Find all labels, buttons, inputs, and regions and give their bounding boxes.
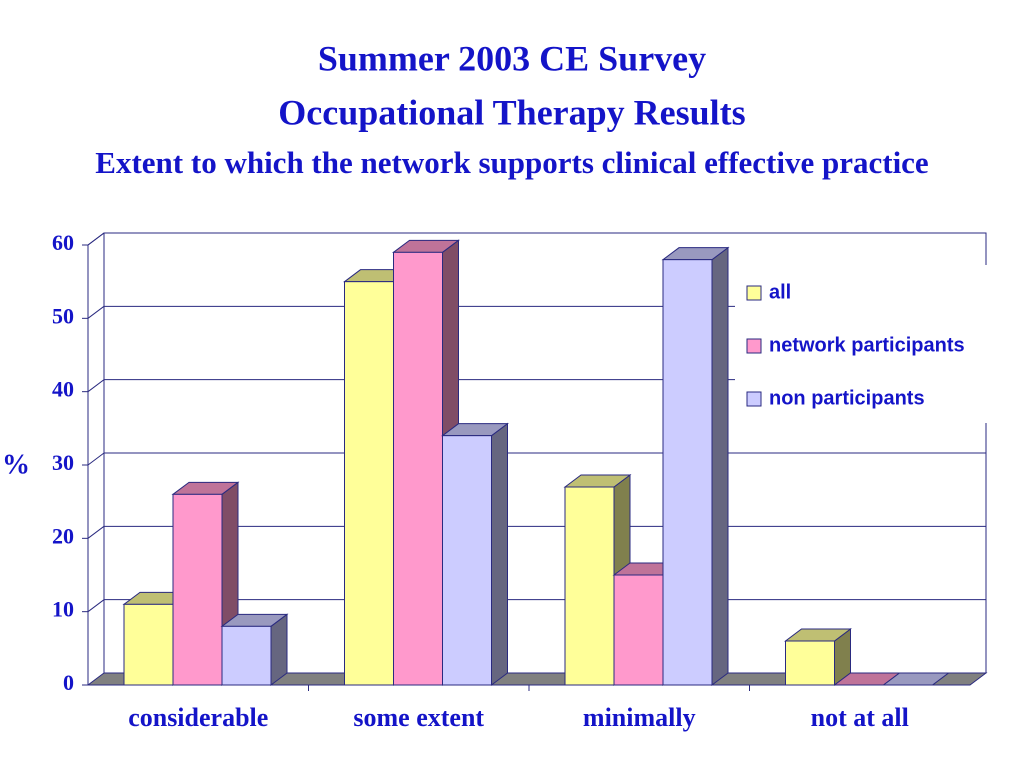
legend-label: network participants	[769, 334, 965, 356]
bar-front	[662, 259, 713, 686]
legend-box	[735, 265, 1005, 423]
chart-title: Summer 2003 CE Survey	[318, 38, 706, 78]
legend-swatch	[746, 338, 762, 354]
bar-front	[172, 493, 223, 686]
subtitle-box: Extent to which the network supports cli…	[95, 145, 929, 180]
x-tick-label: not at all	[811, 703, 909, 732]
bar-front	[564, 486, 615, 686]
grid-line-side	[87, 599, 105, 613]
legend-label: all	[769, 281, 791, 303]
y-tick-label: 60	[52, 230, 74, 255]
chart-title-line2: Occupational Therapy Results	[278, 92, 745, 132]
y-tick-label: 20	[52, 523, 74, 548]
bar	[882, 672, 950, 686]
bar-front	[123, 603, 174, 686]
bar	[441, 422, 509, 686]
bar	[220, 613, 289, 686]
bar	[661, 246, 730, 686]
bar-front	[221, 625, 272, 686]
bar-front	[442, 435, 492, 686]
y-tick-label: 10	[52, 597, 74, 622]
bar	[171, 481, 240, 686]
y-axis-label: %	[2, 449, 30, 480]
x-tick-label: some extent	[353, 703, 484, 732]
bar-front	[344, 281, 394, 686]
grid-line-side	[87, 525, 105, 539]
bar	[784, 628, 852, 686]
bar-front	[393, 251, 443, 686]
bar-front	[613, 574, 664, 686]
y-tick-label: 50	[52, 303, 74, 328]
legend-swatch	[746, 391, 762, 407]
grid-line-side	[87, 232, 105, 246]
y-tick-label: 40	[52, 377, 74, 402]
legend-label: non participants	[769, 387, 925, 409]
grid-line-side	[87, 379, 105, 393]
x-tick-label: minimally	[583, 703, 696, 732]
x-tick-label: considerable	[128, 703, 268, 732]
grid-line-side	[87, 452, 105, 466]
bar-side	[491, 422, 508, 686]
chart-subtitle: Extent to which the network supports cli…	[95, 145, 929, 180]
y-tick-label: 0	[63, 670, 74, 695]
bar-side	[711, 246, 729, 686]
bar-front	[785, 640, 835, 686]
legend-swatch	[746, 285, 762, 301]
bar-top	[882, 672, 950, 686]
grid-line-side	[87, 305, 105, 319]
y-tick-label: 30	[52, 450, 74, 475]
